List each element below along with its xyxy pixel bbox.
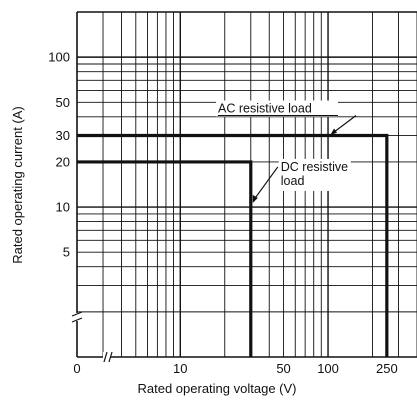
x-tick-label: 100 <box>317 361 339 376</box>
y-tick-label: 5 <box>63 245 70 260</box>
y-axis-break <box>72 313 82 321</box>
y-axis-break-mark <box>71 311 83 323</box>
y-axis-title: Rated operating current (A) <box>10 106 25 264</box>
series-line-dc <box>77 160 253 357</box>
tick-labels: 0 10 50 100 250 100 50 30 20 10 5 <box>48 50 397 376</box>
y-tick-label: 10 <box>56 200 70 215</box>
y-tick-label: 30 <box>56 128 70 143</box>
axes <box>71 11 417 363</box>
x-tick-label: 250 <box>376 361 398 376</box>
ac-annotation-label: AC resistive load <box>218 102 312 116</box>
series-line-ac <box>77 133 389 357</box>
x-tick-label: 0 <box>73 361 80 376</box>
grid <box>76 11 417 358</box>
y-tick-label: 20 <box>56 154 70 169</box>
x-tick-label: 50 <box>276 361 290 376</box>
ac-label-bg <box>216 100 338 117</box>
dc-label-bg <box>278 158 351 191</box>
ac-leader-line <box>331 115 357 135</box>
x-axis-title: Rated operating voltage (V) <box>138 381 297 396</box>
dc-annotation-label: DC resistive load <box>281 160 348 188</box>
x-axis-break-mark <box>103 351 113 363</box>
dc-leader-arrowhead <box>252 194 258 203</box>
y-tick-label: 50 <box>56 95 70 110</box>
y-tick-label: 100 <box>48 50 70 65</box>
x-tick-label: 10 <box>173 361 187 376</box>
series-layer <box>77 133 389 357</box>
annotations: AC resistive load DC resistive load <box>216 100 357 203</box>
ac-leader-arrowhead <box>330 128 338 136</box>
x-axis-break <box>103 352 111 362</box>
dc-leader-line <box>253 166 279 201</box>
